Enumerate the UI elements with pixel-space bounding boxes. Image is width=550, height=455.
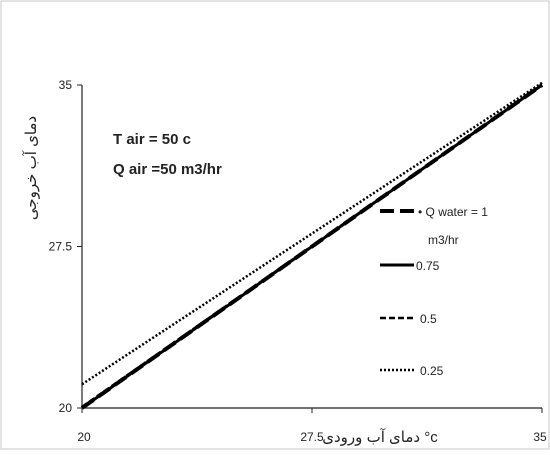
- legend-label-1-cont: m3/hr: [428, 233, 459, 247]
- legend-label-3: 0.5: [420, 312, 437, 326]
- x-axis-title: c° دمای آب ورودی: [322, 428, 438, 446]
- legend-label-2: 0.75: [416, 259, 440, 273]
- annotation-q-air: Q air =50 m3/hr: [113, 161, 222, 178]
- legend-label-1: • Q water = 1: [418, 205, 488, 219]
- legend-label-4: 0.25: [420, 364, 444, 378]
- series-group: [80, 81, 544, 410]
- x-tick-label-2: 27.5: [300, 430, 324, 444]
- x-tick-label-3: 35: [533, 430, 547, 444]
- annotation-t-air: T air = 50 c: [113, 131, 191, 148]
- series-line-4: [81, 81, 543, 386]
- tick-group: 20 27.5 35 20 27.5 35: [49, 78, 547, 444]
- legend: • Q water = 1 m3/hr 0.75 0.5 0.25: [380, 205, 488, 378]
- x-tick-label-1: 20: [77, 430, 91, 444]
- y-tick-label-1: 20: [59, 401, 73, 415]
- series-line-3: [81, 83, 543, 408]
- y-tick-label-2: 27.5: [49, 240, 73, 254]
- y-tick-label-3: 35: [59, 78, 73, 92]
- y-axis-title: دمای آب خروجی: [22, 116, 40, 220]
